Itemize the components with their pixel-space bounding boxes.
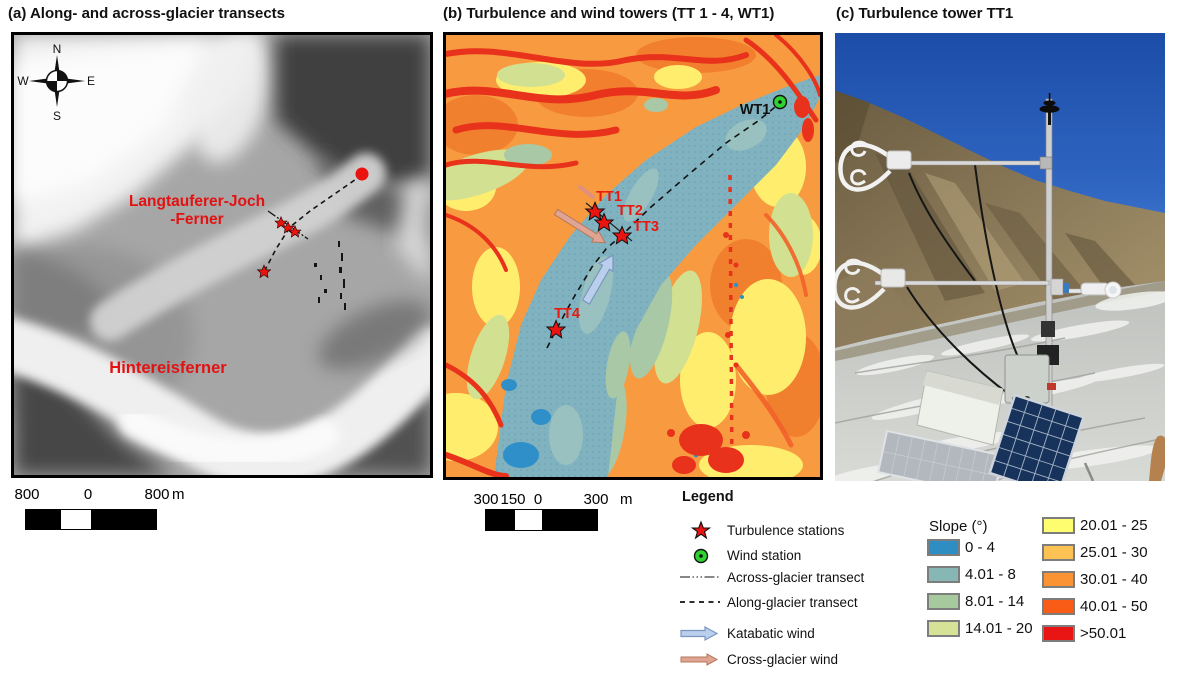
cross-glacier-wind-arrow-icon (680, 653, 719, 666)
station-label-tt1: TT1 (596, 189, 622, 205)
compass-rose-icon: N S W E (17, 42, 95, 123)
moraine-edge (835, 281, 1165, 361)
slope-swatch-20-25 (1042, 517, 1075, 534)
radiation-sensor-icon (1050, 278, 1122, 299)
solar-panel (988, 393, 1086, 481)
station-label-tt2: TT2 (617, 203, 643, 219)
scalebar-a (25, 509, 157, 530)
scalebar-b-150: 150 (500, 491, 526, 508)
glacier-label-hintereisferner: Hintereisferner (109, 359, 227, 377)
dark-ridge-upper-right (276, 35, 430, 183)
panel-a-title: (a) Along- and across-glacier transects (8, 5, 286, 22)
scalebar-b-zero: 0 (533, 491, 543, 508)
logger-box (1004, 354, 1050, 404)
wind-station-icon (693, 548, 709, 564)
glacier-upper-band (90, 153, 386, 341)
slope-swatch-8-14 (927, 593, 960, 610)
slope-swatch-25-30 (1042, 544, 1075, 561)
across-glacier-transect-line (267, 210, 309, 240)
legend-title: Legend (682, 489, 734, 505)
foreground-figure (1149, 435, 1165, 481)
scalebar-b-300r: 300 (583, 491, 609, 508)
sonic-anemometer-upper-icon (838, 140, 912, 192)
scalebar-b-300l: 300 (473, 491, 499, 508)
scalebar-a-unit: m (172, 486, 185, 503)
scalebar-a-left: 800 (14, 486, 40, 503)
steep-rock-band (667, 96, 814, 476)
hillshade-map: Langtauferer-Joch -Ferner Hintereisferne… (14, 35, 430, 475)
tower-photo-panel (835, 33, 1165, 481)
glacier-label-ferner: -Ferner (170, 211, 223, 228)
tower-photo (835, 33, 1165, 481)
lower-boom (874, 280, 1050, 286)
across-glacier-transect-line-icon (680, 576, 720, 578)
svg-text:W: W (17, 74, 29, 88)
scalebar-a-zero: 0 (83, 486, 93, 503)
sonic-anemometer-lower-icon (835, 258, 906, 310)
upper-boom (892, 160, 1050, 166)
steep-slope-streaks (446, 35, 820, 477)
slope-swatch-50plus (1042, 625, 1075, 642)
svg-text:E: E (87, 74, 95, 88)
slope-swatch-4-8 (927, 566, 960, 583)
crevasse-speckles (314, 241, 346, 310)
scalebar-a-right: 800 (144, 486, 170, 503)
slope-map: TT1 TT2 TT3 TT4 WT1 (446, 35, 820, 477)
along-glacier-transect-line (263, 174, 363, 273)
slope-swatch-40-50 (1042, 598, 1075, 615)
svg-text:S: S (53, 109, 61, 123)
cross-glacier-wind-arrow (553, 208, 607, 244)
slope-swatch-14-20 (927, 620, 960, 637)
scalebar-b-unit: m (620, 491, 633, 508)
station-label-tt4: TT4 (554, 306, 580, 322)
katabatic-wind-arrow (581, 254, 614, 305)
scalebar-b (485, 509, 598, 531)
cup-anemometer-icon (1039, 93, 1060, 125)
katabatic-wind-arrow-icon (680, 626, 719, 642)
station-label-wt1: WT1 (740, 102, 771, 118)
along-glacier-transect-line-icon (680, 601, 720, 603)
slope-swatch-0-4 (927, 539, 960, 556)
station-marker-dot (355, 167, 369, 181)
slope-map-panel: TT1 TT2 TT3 TT4 WT1 (443, 32, 823, 480)
slope-legend-title: Slope (°) (929, 518, 988, 535)
turbulence-stations-star-icon (690, 520, 712, 540)
panel-b-title: (b) Turbulence and wind towers (TT 1 - 4… (443, 5, 775, 22)
glacier-label-langtauferer: Langtauferer-Joch (129, 193, 265, 210)
svg-text:N: N (53, 42, 62, 56)
slope-swatch-30-40 (1042, 571, 1075, 588)
panel-c-title: (c) Turbulence tower TT1 (836, 5, 1014, 22)
hillshade-map-panel: Langtauferer-Joch -Ferner Hintereisferne… (11, 32, 433, 478)
mast-box-small (1041, 321, 1055, 337)
station-label-tt3: TT3 (633, 219, 659, 235)
